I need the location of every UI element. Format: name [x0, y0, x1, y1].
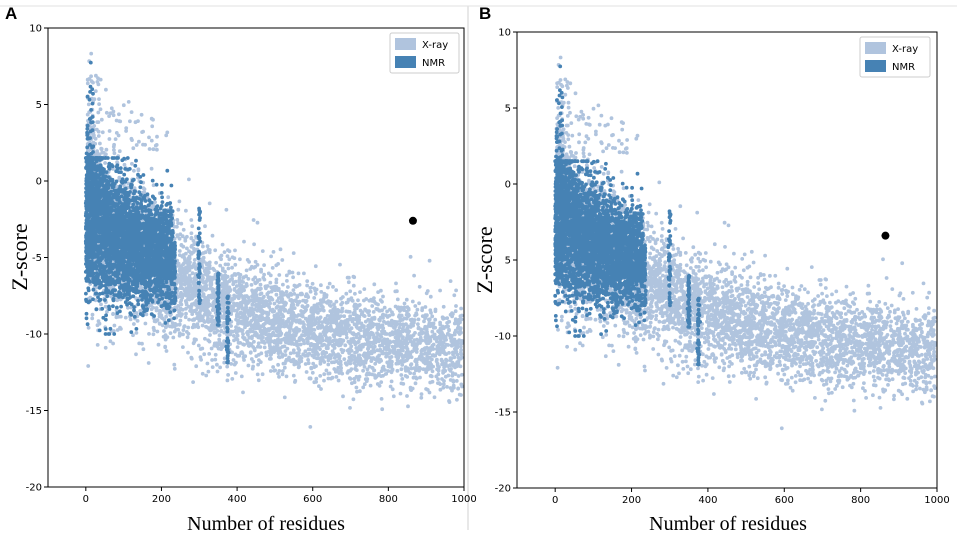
x-tick-label: 0 — [552, 495, 558, 506]
nmr-points-a — [83, 60, 232, 365]
panel-letter-b: B — [479, 4, 491, 23]
legend-label-nmr-b: NMR — [892, 62, 915, 73]
x-axis-label-a: Number of residues — [187, 513, 345, 535]
x-tick-label: 400 — [228, 494, 247, 505]
chart-panel-a: A 10 5 0 -5 -10 -15 -20 0 200 400 600 800 1000 Z-sc… — [5, 4, 477, 535]
query-a — [408, 216, 417, 225]
y-tick-label: -5 — [32, 253, 42, 264]
xray-points-a — [85, 51, 464, 429]
y-tick-label: 10 — [29, 24, 42, 35]
x-tick-label: 1000 — [451, 494, 476, 505]
x-tick-label: 1000 — [924, 495, 949, 506]
y-tick-label: 5 — [505, 256, 511, 267]
y-ticks-b: 10 5 0 5 -10 -15 -20 — [495, 28, 517, 495]
xray-points-b — [554, 55, 937, 431]
x-tick-label: 0 — [83, 494, 89, 505]
clouds-b — [553, 55, 937, 431]
x-tick-label: 200 — [622, 495, 641, 506]
y-tick-label: 10 — [498, 28, 511, 39]
x-tick-label: 400 — [698, 495, 717, 506]
legend-swatch-nmr-a — [395, 56, 416, 68]
x-tick-label: 800 — [379, 494, 398, 505]
y-tick-label: 0 — [36, 177, 42, 188]
y-tick-label: -15 — [26, 406, 42, 417]
legend-swatch-nmr-b — [865, 60, 886, 72]
y-tick-label: 5 — [36, 100, 42, 111]
y-tick-label: -10 — [26, 330, 42, 341]
x-tick-label: 600 — [775, 495, 794, 506]
nmr-points-b — [553, 64, 702, 367]
x-ticks-a: 0 200 400 600 800 1000 — [83, 487, 477, 505]
y-axis-label-b: Z-score — [472, 226, 497, 293]
query-point-a — [408, 216, 417, 225]
legend-a: X-ray NMR — [389, 32, 460, 74]
y-tick-label: -20 — [495, 484, 511, 495]
panel-letter-a: A — [5, 4, 17, 23]
legend-swatch-xray-b — [865, 42, 886, 54]
x-tick-label: 200 — [152, 494, 171, 505]
y-ticks-a: 10 5 0 -5 -10 -15 -20 — [26, 24, 48, 494]
legend-b: X-ray NMR — [859, 36, 931, 78]
query-b — [881, 231, 890, 240]
clouds-a — [83, 51, 464, 429]
x-ticks-b: 0 200 400 600 800 1000 — [552, 488, 950, 506]
x-axis-label-b: Number of residues — [649, 513, 807, 535]
y-axis-label-a: Z-score — [7, 223, 32, 290]
y-tick-label: -20 — [26, 483, 42, 494]
y-tick-label: 5 — [505, 104, 511, 115]
y-tick-label: -15 — [495, 408, 511, 419]
x-tick-label: 600 — [303, 494, 322, 505]
x-tick-label: 800 — [851, 495, 870, 506]
legend-label-xray-b: X-ray — [892, 44, 918, 55]
y-tick-label: 0 — [505, 180, 511, 191]
legend-label-nmr-a: NMR — [422, 58, 445, 69]
chart-panel-b: B 10 5 0 5 -10 -15 -20 0 200 400 600 800 1000 Z-sco… — [472, 4, 950, 535]
y-tick-label: -10 — [495, 332, 511, 343]
legend-swatch-xray-a — [395, 38, 416, 50]
legend-label-xray-a: X-ray — [422, 40, 448, 51]
query-point-b — [881, 231, 890, 240]
